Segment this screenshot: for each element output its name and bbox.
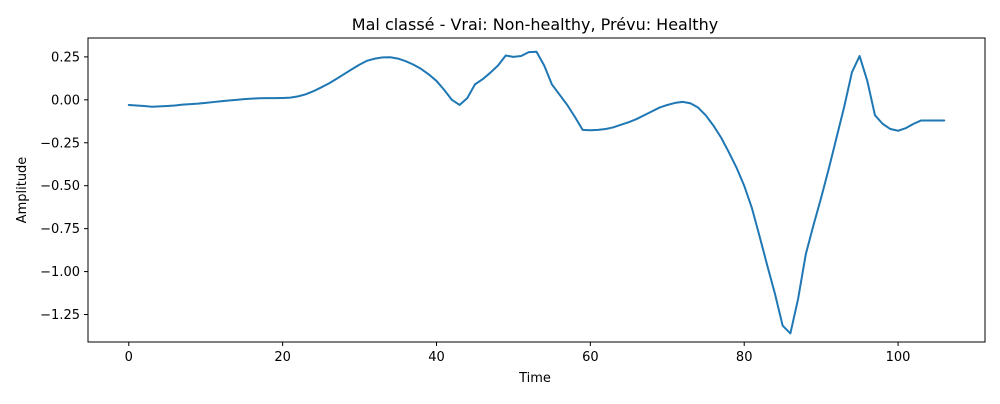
y-axis-ticks: 0.25 0.00 −0.25 −0.50 −0.75 −1.00 −1.25 xyxy=(40,50,88,323)
plot-area xyxy=(87,37,986,343)
x-tick-label: 40 xyxy=(428,350,445,365)
chart-title: Mal classé - Vrai: Non-healthy, Prévu: H… xyxy=(352,15,718,34)
y-tick-label: 0.00 xyxy=(51,93,80,108)
x-tick-label: 0 xyxy=(125,350,133,365)
y-tick-label: −0.50 xyxy=(40,179,80,194)
y-tick-label: 0.25 xyxy=(51,50,80,65)
y-tick-label: −0.75 xyxy=(40,222,80,237)
x-axis-ticks: 0 20 40 60 80 100 xyxy=(125,342,911,365)
x-axis-label: Time xyxy=(518,371,551,386)
axes-frame xyxy=(87,37,986,343)
y-tick-label: −0.25 xyxy=(40,136,80,151)
series-line-0 xyxy=(127,50,946,335)
x-tick-label: 20 xyxy=(274,350,291,365)
x-tick-label: 100 xyxy=(886,350,911,365)
y-tick-label: −1.00 xyxy=(40,265,80,280)
y-tick-label: −1.25 xyxy=(40,308,80,323)
x-tick-label: 60 xyxy=(582,350,599,365)
y-axis-label: Amplitude xyxy=(15,157,30,224)
x-tick-label: 80 xyxy=(736,350,753,365)
